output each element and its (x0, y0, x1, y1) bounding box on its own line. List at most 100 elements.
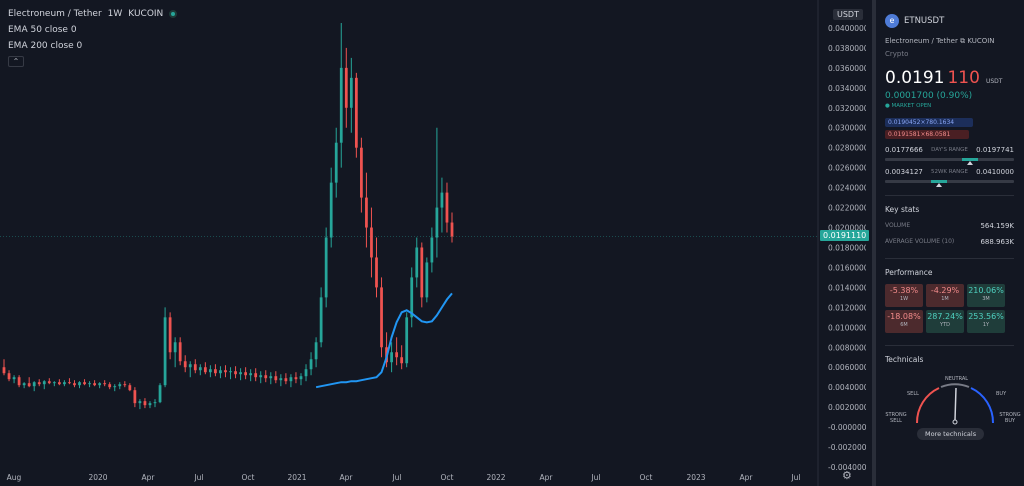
candle-body (249, 373, 253, 376)
last-price-tag: 0.0191110 (820, 230, 870, 242)
candle-body (12, 377, 16, 380)
symbol-details-panel: e ETNUSDT Electroneum / Tether ⧉ KUCOIN … (872, 0, 1024, 486)
candle-body (168, 317, 172, 353)
candle-body (435, 207, 439, 238)
price-main: 0.0191 (885, 68, 945, 88)
gauge-svg (915, 383, 995, 425)
y-tick-label: 0.0220000 (828, 204, 866, 213)
performance-grid: -5.38% 1W -4.29% 1M 210.06% 3M -18.08% 6M 28… (885, 284, 1014, 333)
candle-body (349, 77, 353, 108)
y-tick-label: 0.0040000 (828, 383, 866, 392)
perf-tile[interactable]: 210.06% 3M (967, 284, 1005, 307)
market-status-dot-icon (169, 10, 178, 18)
x-tick-label: Oct (441, 473, 454, 482)
settings-gear-icon[interactable]: ⚙ (842, 469, 852, 482)
candle-body (229, 371, 232, 373)
perf-tile[interactable]: -4.29% 1M (926, 284, 964, 307)
candle-body (329, 182, 333, 238)
candle-body (17, 377, 21, 386)
perf-tile[interactable]: 253.56% 1Y (967, 310, 1005, 333)
volume-row: VOLUME 564.159K (885, 222, 1014, 230)
day-range-marker (967, 161, 974, 165)
day-low: 0.0177666 (885, 146, 923, 154)
legend-exchange: KUCOIN (128, 9, 164, 19)
symbol-header[interactable]: e ETNUSDT (885, 14, 1014, 28)
wk-range-label: 52WK RANGE (930, 169, 968, 175)
panel-category: Crypto (885, 50, 909, 58)
candle-body (52, 382, 56, 384)
x-tick-label: Jul (193, 473, 203, 482)
candle-body (138, 401, 142, 404)
candle-body (254, 373, 258, 378)
candle-body (208, 369, 212, 373)
more-technicals-button[interactable]: More technicals (917, 428, 985, 440)
y-tick-label: -0.0040000 (828, 463, 866, 472)
perf-value: 253.56% (968, 312, 1004, 321)
candle-body (309, 359, 313, 370)
candle-body (2, 367, 6, 374)
candle-body (360, 147, 363, 198)
y-tick-label: -0.0020000 (828, 443, 866, 452)
x-tick-label: 2022 (486, 473, 505, 482)
candle-body (299, 376, 303, 380)
gauge-needle (954, 387, 957, 421)
legend-title-row[interactable]: Electroneum / Tether 1W KUCOIN (8, 9, 178, 19)
candle-body (445, 192, 449, 223)
etn-logo-icon: e (885, 14, 899, 28)
legend-interval: 1W (107, 9, 123, 19)
day-range-bar (885, 158, 1014, 165)
ema50-line (315, 292, 453, 389)
legend-ema50[interactable]: EMA 50 close 0 (8, 25, 77, 35)
legend-symbol: Electroneum / Tether (8, 9, 102, 19)
gauge-arc-sell (915, 387, 940, 424)
key-stats-title: Key stats (885, 205, 920, 214)
y-tick-label: 0.0160000 (828, 263, 866, 272)
candle-body (400, 357, 404, 364)
candle-body (113, 386, 117, 388)
y-tick-label: 0.0020000 (828, 403, 866, 412)
gauge-pivot (952, 419, 958, 425)
x-tick-label: 2021 (287, 473, 306, 482)
candle-body (344, 67, 348, 108)
price-change: 0.0001700 (0.90%) (885, 91, 973, 101)
candle-body (73, 383, 76, 386)
perf-tile[interactable]: 287.24% YTD (926, 310, 964, 333)
candle-body (133, 390, 137, 404)
perf-label: YTD (940, 322, 950, 328)
x-tick-label: Apr (540, 473, 554, 482)
y-tick-label: 0.0120000 (828, 303, 866, 312)
wk-range-fill (931, 180, 947, 183)
external-link-icon[interactable]: ⧉ (960, 37, 966, 45)
technicals-section: Technicals NEUTRAL SELL BUY STRONG SELL … (885, 345, 1021, 454)
chart-area[interactable]: 0.0400000 0.0380000 0.0360000 0.0340000 0.03… (0, 0, 870, 486)
candle-body (440, 192, 444, 208)
day-high: 0.0197741 (976, 146, 1014, 154)
bid-ask: 0.0190452×780.1634 0.0191581×68.0581 (885, 118, 1014, 139)
perf-value: -18.08% (887, 312, 921, 321)
candle-body (183, 361, 187, 368)
perf-tile[interactable]: -18.08% 6M (885, 310, 923, 333)
candle-body (269, 376, 273, 379)
currency-tag[interactable]: USDT (833, 9, 863, 20)
chevron-up-icon[interactable]: ⌃ (8, 56, 24, 67)
candle-body (148, 403, 152, 406)
candle-body (425, 262, 429, 298)
legend-ema200[interactable]: EMA 200 close 0 (8, 41, 83, 51)
candle-body (98, 383, 102, 386)
y-tick-label: 0.0260000 (828, 164, 866, 173)
perf-value: -5.38% (889, 286, 919, 295)
avg-volume-row: AVERAGE VOLUME (10) 688.963K (885, 238, 1014, 246)
bid-price: 0.0190452×780.1634 (885, 118, 973, 127)
perf-tile[interactable]: -5.38% 1W (885, 284, 923, 307)
days-range: 0.0177666 DAY'S RANGE 0.0197741 (885, 146, 1014, 165)
gauge-strong-sell-label: STRONG SELL (885, 412, 907, 424)
candle-body (143, 401, 147, 406)
wk-high: 0.0410000 (976, 168, 1014, 176)
panel-symbol: ETNUSDT (904, 16, 945, 26)
performance-title: Performance (885, 268, 933, 277)
technicals-title: Technicals (885, 355, 924, 364)
chart-legend: Electroneum / Tether 1W KUCOIN EMA 50 cl… (8, 9, 178, 67)
perf-label: 1Y (982, 322, 990, 328)
price-chart[interactable]: 0.0400000 0.0380000 0.0360000 0.0340000 0.03… (0, 0, 866, 486)
x-tick-label: Jul (590, 473, 600, 482)
